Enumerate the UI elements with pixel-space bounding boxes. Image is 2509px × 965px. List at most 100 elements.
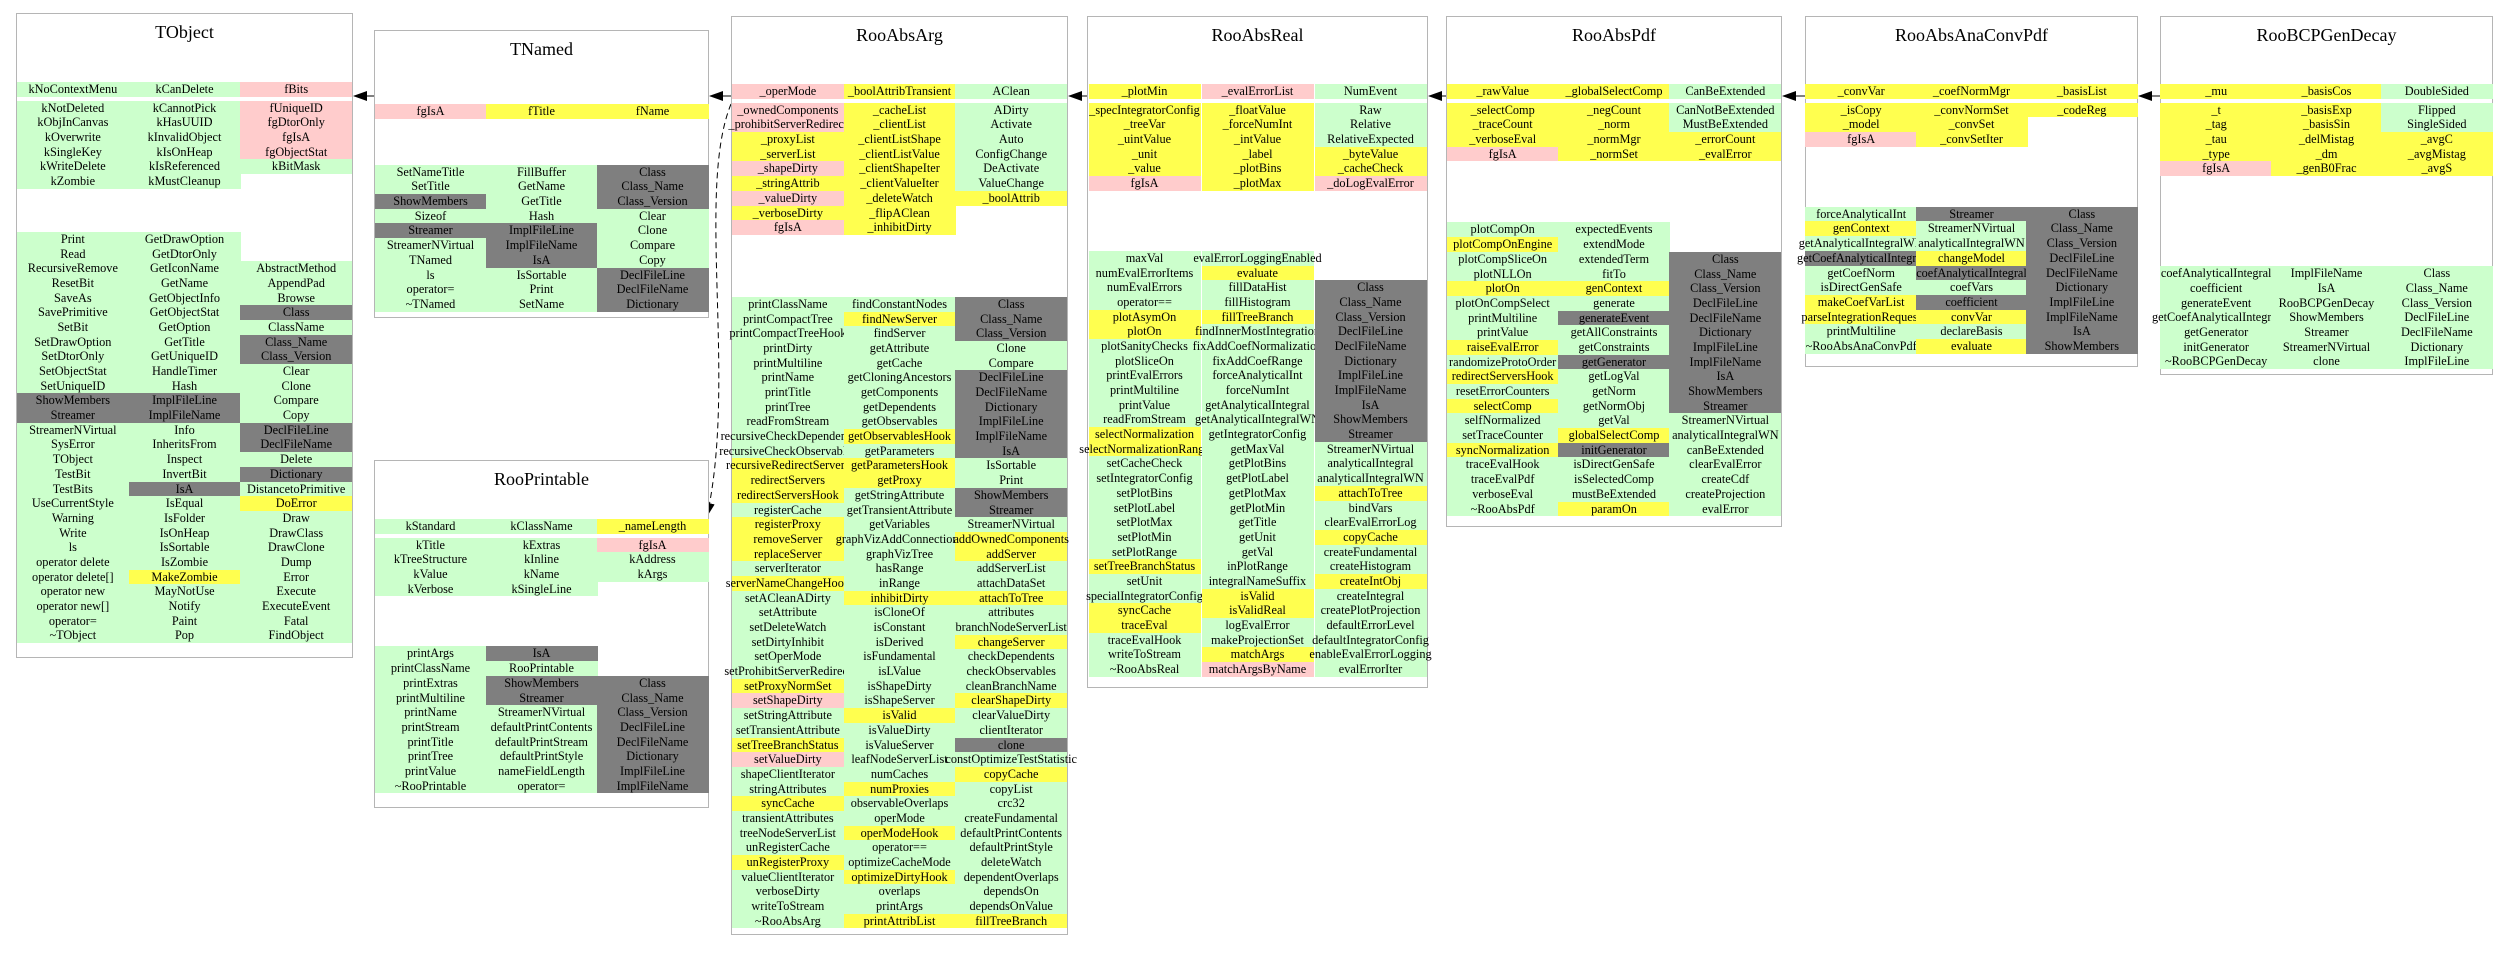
- member-cell[interactable]: constOptimizeTestStatistic: [945, 752, 1078, 767]
- member-cell[interactable]: getCoefAnalyticalIntegral: [2151, 310, 2281, 325]
- member-cell[interactable]: raiseEvalError: [1446, 339, 1559, 355]
- member-cell[interactable]: _model: [1805, 117, 1918, 133]
- member-cell[interactable]: AClean: [955, 84, 1068, 99]
- member-cell[interactable]: Browse: [240, 290, 353, 306]
- member-cell[interactable]: getTitle: [1201, 515, 1314, 530]
- member-cell[interactable]: writeToStream: [1088, 647, 1201, 663]
- member-cell[interactable]: redirectServersHook: [1446, 369, 1559, 384]
- member-cell[interactable]: _clientListValue: [843, 146, 956, 162]
- member-cell[interactable]: _rawValue: [1446, 84, 1559, 99]
- member-cell[interactable]: DeclFileName: [1314, 338, 1427, 354]
- member-cell[interactable]: _normSet: [1558, 146, 1670, 162]
- member-cell[interactable]: attachToTree: [955, 590, 1068, 606]
- member-cell[interactable]: ~RooAbsArg: [731, 913, 844, 929]
- member-cell[interactable]: numEvalErrors: [1088, 280, 1201, 295]
- member-cell[interactable]: changeServer: [955, 634, 1068, 650]
- member-cell[interactable]: _avgC: [2380, 132, 2493, 147]
- member-cell[interactable]: setStringAttribute: [731, 708, 844, 723]
- member-cell[interactable]: ImplFileName: [1669, 354, 1782, 370]
- member-cell[interactable]: ~RooAbsReal: [1088, 662, 1201, 677]
- member-cell[interactable]: ShowMembers: [374, 194, 487, 209]
- member-cell[interactable]: unRegisterCache: [731, 840, 844, 855]
- member-cell[interactable]: fgDtorOnly: [240, 115, 353, 131]
- member-cell[interactable]: InheritsFrom: [128, 437, 241, 453]
- member-cell[interactable]: Class_Version: [596, 194, 709, 209]
- member-cell[interactable]: IsSortable: [485, 267, 598, 283]
- member-cell[interactable]: extendMode: [1558, 237, 1670, 252]
- member-cell[interactable]: SetBit: [16, 319, 129, 335]
- member-cell[interactable]: TestBits: [16, 481, 129, 497]
- member-cell[interactable]: Copy: [240, 408, 353, 423]
- member-cell[interactable]: _cacheCheck: [1314, 161, 1427, 177]
- member-cell[interactable]: getAnalyticalIntegralWN: [1798, 236, 1924, 251]
- member-cell[interactable]: convVar: [1915, 309, 2028, 325]
- member-cell[interactable]: Streamer: [1915, 206, 2028, 222]
- member-cell[interactable]: _clientList: [843, 117, 956, 133]
- member-cell[interactable]: fgIsA: [374, 104, 487, 119]
- member-cell[interactable]: Class_Version: [2380, 295, 2493, 311]
- member-cell[interactable]: printArgs: [843, 899, 956, 914]
- member-cell[interactable]: _coefNormMgr: [1915, 84, 2028, 99]
- member-cell[interactable]: analyticalIntegral: [1314, 456, 1427, 472]
- member-cell[interactable]: _convVar: [1805, 84, 1918, 99]
- member-cell[interactable]: paramOn: [1558, 501, 1670, 517]
- member-cell[interactable]: printStream: [374, 719, 487, 735]
- member-cell[interactable]: DeclFileLine: [1314, 324, 1427, 339]
- member-cell[interactable]: kInline: [485, 552, 598, 568]
- member-cell[interactable]: fBits: [240, 82, 353, 97]
- member-cell[interactable]: fUniqueID: [240, 100, 353, 116]
- member-cell[interactable]: FillBuffer: [485, 164, 598, 180]
- member-cell[interactable]: leafNodeServerList: [843, 752, 956, 767]
- member-cell[interactable]: IsFolder: [128, 510, 241, 526]
- member-cell[interactable]: graphVizAddConnections: [835, 531, 964, 547]
- member-cell[interactable]: printValue: [1088, 397, 1201, 413]
- member-cell[interactable]: _selectComp: [1446, 102, 1559, 118]
- member-cell[interactable]: StreamerNVirtual: [16, 422, 129, 438]
- member-cell[interactable]: selectNormalizationRange: [1079, 441, 1210, 457]
- member-cell[interactable]: clone: [955, 737, 1068, 753]
- member-cell[interactable]: DrawClass: [240, 525, 353, 541]
- member-cell[interactable]: _norm: [1558, 117, 1670, 133]
- member-cell[interactable]: bindVars: [1314, 500, 1427, 516]
- member-cell[interactable]: UseCurrentStyle: [16, 496, 129, 511]
- member-cell[interactable]: fillHistogram: [1201, 294, 1314, 310]
- member-cell[interactable]: Compare: [596, 238, 709, 253]
- member-cell[interactable]: IsSortable: [128, 540, 241, 555]
- member-cell[interactable]: CanNotBeExtended: [1669, 102, 1782, 118]
- member-cell[interactable]: RelativeExpected: [1314, 132, 1427, 147]
- member-cell[interactable]: printEvalErrors: [1088, 368, 1201, 383]
- member-cell[interactable]: isLValue: [843, 664, 956, 679]
- member-cell[interactable]: registerCache: [731, 502, 844, 518]
- member-cell[interactable]: kTitle: [374, 537, 487, 553]
- member-cell[interactable]: Streamer: [955, 502, 1068, 518]
- member-cell[interactable]: IsA: [2025, 324, 2138, 339]
- member-cell[interactable]: redirectServersHook: [731, 487, 844, 503]
- member-cell[interactable]: kCanDelete: [128, 82, 241, 97]
- member-cell[interactable]: _value: [1088, 161, 1201, 177]
- member-cell[interactable]: SetDtorOnly: [16, 349, 129, 364]
- member-cell[interactable]: fgIsA: [1088, 176, 1201, 191]
- member-cell[interactable]: ShowMembers: [16, 393, 129, 409]
- member-cell[interactable]: specialIntegratorConfig: [1086, 588, 1203, 604]
- member-cell[interactable]: Print: [16, 231, 129, 247]
- member-cell[interactable]: addServerList: [955, 561, 1068, 576]
- member-cell[interactable]: StreamerNVirtual: [1669, 413, 1782, 429]
- member-cell[interactable]: kObjInCanvas: [16, 115, 129, 131]
- member-cell[interactable]: _verboseEval: [1446, 132, 1559, 147]
- member-cell[interactable]: operator delete[]: [16, 569, 129, 585]
- member-cell[interactable]: printValue: [1446, 325, 1559, 340]
- member-cell[interactable]: SingleSided: [2380, 117, 2493, 133]
- member-cell[interactable]: _cacheList: [843, 102, 956, 118]
- member-cell[interactable]: observableOverlaps: [843, 796, 956, 811]
- member-cell[interactable]: Compare: [240, 393, 353, 409]
- member-cell[interactable]: kArgs: [596, 567, 709, 582]
- member-cell[interactable]: ImplFileLine: [485, 223, 598, 239]
- member-cell[interactable]: attributes: [955, 605, 1068, 620]
- member-cell[interactable]: Class: [1669, 251, 1782, 267]
- member-cell[interactable]: Class_Name: [596, 690, 709, 706]
- member-cell[interactable]: _convSet: [1915, 117, 2028, 133]
- member-cell[interactable]: Class_Version: [1314, 309, 1427, 325]
- member-cell[interactable]: _shapeDirty: [731, 161, 844, 177]
- member-cell[interactable]: StreamerNVirtual: [2270, 339, 2383, 355]
- member-cell[interactable]: kCannotPick: [128, 100, 241, 116]
